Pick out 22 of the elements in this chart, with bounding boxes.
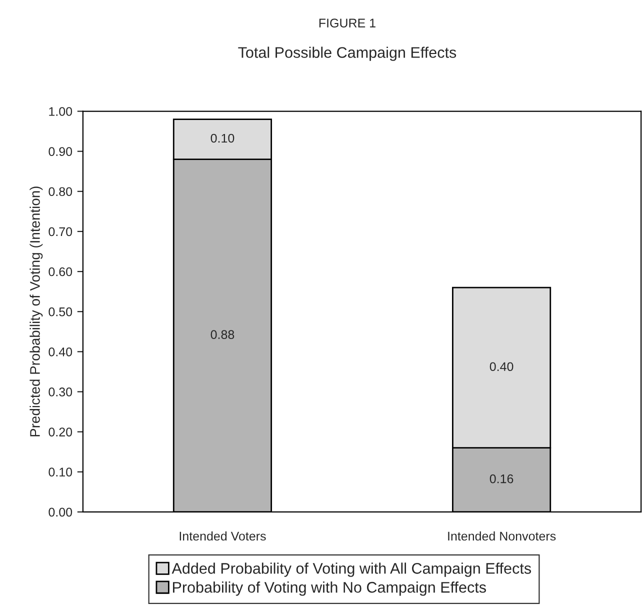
data-label: 0.16 [490, 474, 514, 484]
data-label: 0.88 [210, 330, 234, 339]
data-label: 0.40 [490, 362, 514, 372]
y-tick-label: 0.80 [48, 187, 72, 196]
legend-label: Added Probability of Voting with All Campaign Effects [172, 562, 532, 577]
legend-label: Probability of Voting with No Campaign Effects [172, 582, 486, 596]
y-tick-label: 0.60 [48, 267, 72, 276]
x-tick-label: Intended Nonvoters [448, 531, 556, 541]
data-label: 0.10 [210, 134, 234, 143]
chart-title: FIGURE 1 [319, 18, 376, 28]
y-tick-label: 0.00 [48, 508, 72, 517]
y-tick-label: 0.30 [48, 388, 72, 396]
y-tick-label: 0.20 [48, 428, 72, 436]
y-tick-label: 1.00 [49, 107, 72, 116]
chart-subtitle: Total Possible Campaign Effects [238, 46, 456, 61]
y-tick-label: 0.90 [48, 147, 72, 156]
y-tick-label: 0.10 [48, 468, 72, 477]
y-tick-label: 0.40 [48, 347, 72, 356]
y-tick-label: 0.50 [48, 307, 72, 316]
x-tick-label: Intended Voters [180, 531, 266, 541]
y-tick-label: 0.70 [48, 227, 72, 236]
y-axis-title: Predicted Probability of Voting (Intention) [30, 186, 43, 436]
